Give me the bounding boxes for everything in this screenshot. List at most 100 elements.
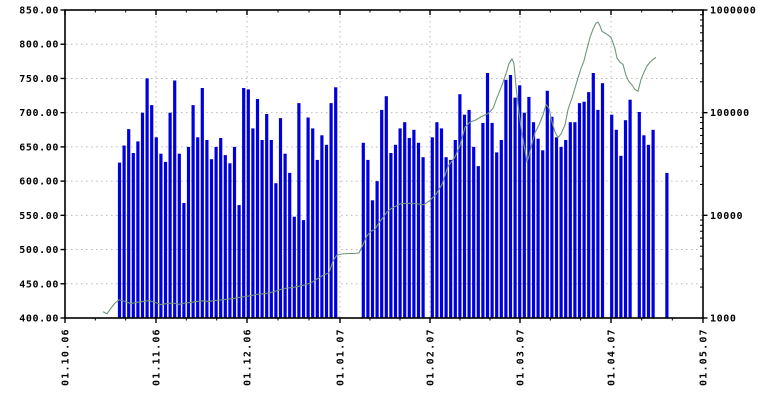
x-axis-label: 01.02.07 bbox=[426, 328, 437, 386]
price-bar bbox=[136, 141, 140, 318]
price-bar bbox=[168, 112, 172, 318]
y-left-label: 400.00 bbox=[19, 314, 59, 325]
price-bar bbox=[131, 153, 135, 318]
price-bar bbox=[467, 109, 471, 319]
y-left-label: 500.00 bbox=[19, 245, 59, 256]
price-bar bbox=[292, 216, 296, 318]
price-bar bbox=[619, 155, 623, 318]
price-bar bbox=[623, 120, 628, 318]
price-bar bbox=[301, 220, 306, 318]
price-bar bbox=[278, 118, 283, 318]
price-bar bbox=[642, 135, 646, 318]
price-bar bbox=[421, 157, 425, 318]
price-bar bbox=[545, 90, 549, 318]
price-bar bbox=[297, 103, 301, 318]
price-bar bbox=[559, 146, 563, 318]
price-bar bbox=[439, 128, 444, 318]
price-bar bbox=[311, 128, 315, 318]
price-bar bbox=[177, 153, 181, 318]
y-left-label: 650.00 bbox=[19, 142, 59, 153]
price-bar bbox=[186, 146, 191, 318]
price-bar bbox=[191, 105, 195, 318]
price-bar bbox=[140, 112, 145, 318]
price-bar bbox=[449, 159, 453, 318]
price-bar bbox=[209, 159, 214, 318]
y-right-label: 1000000 bbox=[710, 6, 756, 17]
price-bar bbox=[485, 73, 490, 318]
price-bar bbox=[150, 105, 154, 318]
volume-line bbox=[102, 21, 657, 315]
price-bar bbox=[246, 89, 250, 319]
price-bar bbox=[384, 96, 388, 318]
price-bar bbox=[462, 114, 467, 318]
price-bar bbox=[334, 87, 338, 318]
y-left-label: 850.00 bbox=[19, 6, 59, 17]
price-bar bbox=[665, 172, 669, 318]
price-bar bbox=[596, 109, 600, 319]
price-bar bbox=[205, 140, 209, 318]
x-axis-label: 01.04.07 bbox=[607, 328, 618, 386]
y-left-label: 700.00 bbox=[19, 108, 59, 119]
y-right-label: 10000 bbox=[710, 211, 743, 222]
price-bar bbox=[127, 129, 131, 318]
price-bar bbox=[361, 142, 365, 318]
price-bar bbox=[251, 128, 255, 318]
y-right-label: 1000 bbox=[710, 314, 736, 325]
x-axis-labels: 01.10.06 01.11.06 01.12.06 01.01.07 01.02.07… bbox=[61, 328, 710, 386]
price-bar bbox=[122, 145, 126, 318]
price-bar bbox=[472, 146, 476, 318]
price-bar bbox=[495, 152, 499, 318]
price-bar bbox=[320, 135, 324, 318]
price-bar bbox=[430, 137, 434, 318]
x-axis-label: 01.05.07 bbox=[699, 328, 710, 386]
price-bar bbox=[163, 161, 168, 318]
price-bar bbox=[541, 150, 545, 318]
price-bar bbox=[490, 122, 494, 319]
gridlines bbox=[66, 11, 702, 317]
price-bar bbox=[458, 94, 462, 318]
price-bar bbox=[577, 103, 582, 318]
price-bar bbox=[173, 80, 177, 318]
x-axis-label: 01.01.07 bbox=[336, 328, 347, 386]
y-left-label: 600.00 bbox=[19, 177, 59, 188]
volume-line-path bbox=[102, 21, 657, 315]
x-axis-label: 01.11.06 bbox=[152, 328, 163, 386]
price-bar bbox=[265, 114, 269, 318]
price-bar bbox=[610, 114, 614, 318]
plot-border bbox=[64, 9, 704, 319]
price-bar bbox=[614, 129, 618, 318]
price-bar bbox=[242, 88, 246, 318]
price-bar bbox=[444, 157, 448, 318]
price-bar bbox=[237, 205, 241, 318]
price-bar bbox=[531, 122, 536, 318]
price-bar bbox=[269, 140, 273, 318]
x-axis-label: 01.03.07 bbox=[516, 328, 527, 386]
price-bar bbox=[117, 162, 122, 318]
price-bar bbox=[145, 78, 149, 319]
x-axis-label: 01.12.06 bbox=[243, 328, 254, 386]
price-bar bbox=[453, 140, 457, 318]
price-bar bbox=[522, 112, 526, 318]
price-bar bbox=[260, 140, 264, 318]
price-bar bbox=[380, 109, 384, 319]
price-bar bbox=[398, 128, 402, 318]
y-left-label: 750.00 bbox=[19, 74, 59, 85]
price-bar bbox=[223, 155, 227, 318]
price-bar bbox=[568, 122, 572, 318]
price-bar bbox=[416, 142, 421, 318]
price-bar bbox=[182, 203, 186, 318]
price-bar bbox=[370, 200, 375, 318]
price-bar bbox=[554, 137, 559, 318]
price-bar bbox=[324, 144, 329, 318]
price-bar bbox=[476, 166, 480, 318]
price-bar bbox=[582, 101, 586, 318]
price-bar bbox=[255, 99, 260, 318]
price-bar bbox=[154, 137, 158, 318]
price-bar bbox=[159, 153, 163, 318]
price-bar bbox=[274, 183, 278, 318]
price-bar bbox=[412, 129, 416, 318]
price-bar bbox=[366, 159, 370, 318]
price-bar bbox=[214, 146, 218, 318]
x-axis-label: 01.10.06 bbox=[61, 328, 72, 386]
